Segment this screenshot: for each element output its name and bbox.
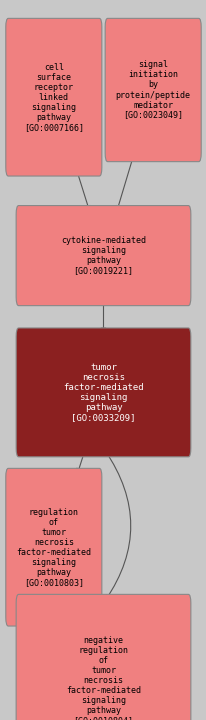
FancyBboxPatch shape — [6, 469, 101, 626]
FancyBboxPatch shape — [6, 18, 101, 176]
Text: cell
surface
receptor
linked
signaling
pathway
[GO:0007166]: cell surface receptor linked signaling p… — [24, 63, 83, 132]
Text: tumor
necrosis
factor-mediated
signaling
pathway
[GO:0033209]: tumor necrosis factor-mediated signaling… — [63, 363, 143, 422]
Text: signal
initiation
by
protein/peptide
mediator
[GO:0023049]: signal initiation by protein/peptide med… — [115, 60, 190, 120]
Text: negative
regulation
of
tumor
necrosis
factor-mediated
signaling
pathway
[GO:0010: negative regulation of tumor necrosis fa… — [66, 636, 140, 720]
FancyBboxPatch shape — [105, 18, 200, 161]
Text: cytokine-mediated
signaling
pathway
[GO:0019221]: cytokine-mediated signaling pathway [GO:… — [61, 236, 145, 275]
FancyBboxPatch shape — [16, 595, 190, 720]
Text: regulation
of
tumor
necrosis
factor-mediated
signaling
pathway
[GO:0010803]: regulation of tumor necrosis factor-medi… — [16, 508, 91, 587]
FancyBboxPatch shape — [16, 328, 190, 457]
FancyBboxPatch shape — [16, 205, 190, 305]
